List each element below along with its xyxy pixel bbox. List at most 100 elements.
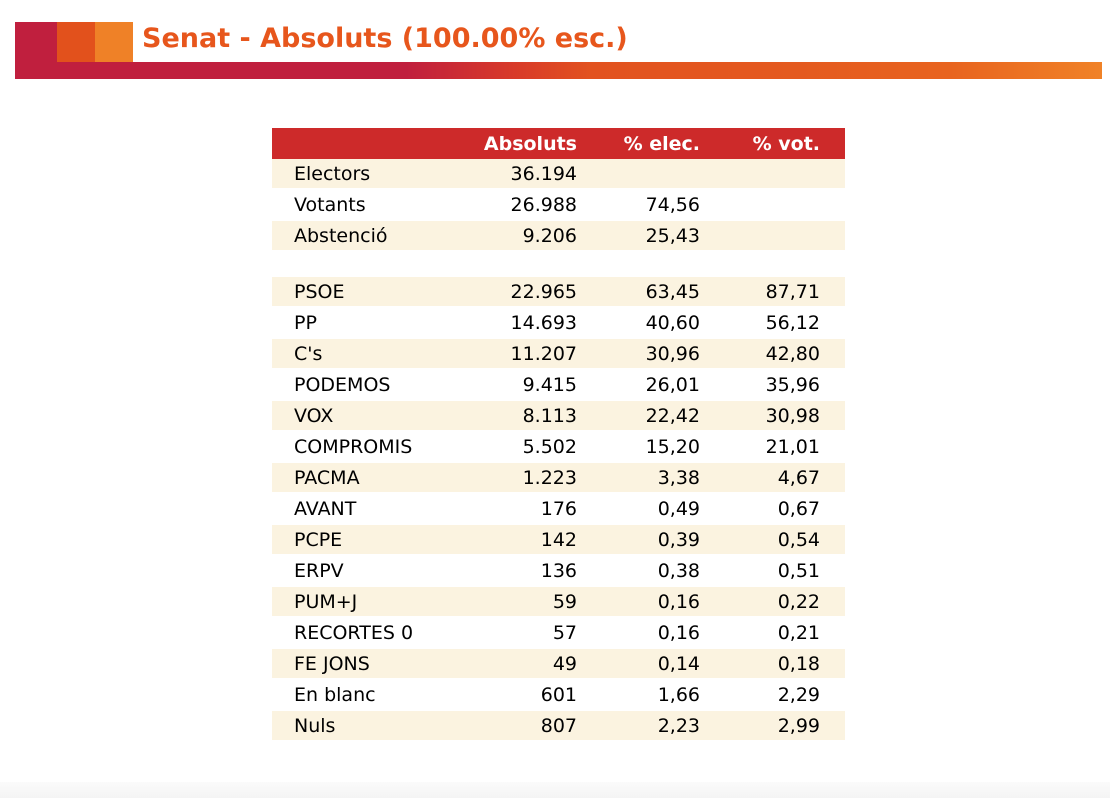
row-pct-elec-value bbox=[577, 159, 700, 190]
row-pct-vot-value: 0,21 bbox=[700, 618, 845, 649]
logo-square-orange-dark-icon bbox=[57, 22, 95, 62]
row-absoluts-value: 9.415 bbox=[457, 370, 577, 401]
row-label: PCPE bbox=[272, 525, 457, 556]
header-gradient-bar bbox=[15, 62, 1102, 79]
row-absoluts-value: 1.223 bbox=[457, 463, 577, 494]
row-absoluts-value: 8.113 bbox=[457, 401, 577, 432]
row-absoluts-value: 142 bbox=[457, 525, 577, 556]
table-row: AVANT 176 0,49 0,67 bbox=[272, 494, 845, 525]
logo-square-orange-light-icon bbox=[95, 22, 133, 62]
row-pct-vot-value: 0,54 bbox=[700, 525, 845, 556]
table-row: RECORTES 0 57 0,16 0,21 bbox=[272, 618, 845, 649]
row-label: ERPV bbox=[272, 556, 457, 587]
row-label: Votants bbox=[272, 190, 457, 221]
table-spacer-row bbox=[272, 252, 845, 277]
table-row: COMPROMIS 5.502 15,20 21,01 bbox=[272, 432, 845, 463]
table-spacer-cell bbox=[272, 252, 845, 277]
row-pct-vot-value: 21,01 bbox=[700, 432, 845, 463]
table-row: PSOE 22.965 63,45 87,71 bbox=[272, 277, 845, 308]
row-pct-elec-value: 63,45 bbox=[577, 277, 700, 308]
row-pct-elec-value: 1,66 bbox=[577, 680, 700, 711]
row-label: PP bbox=[272, 308, 457, 339]
row-absoluts-value: 14.693 bbox=[457, 308, 577, 339]
row-pct-elec-value: 26,01 bbox=[577, 370, 700, 401]
table-row: PUM+J 59 0,16 0,22 bbox=[272, 587, 845, 618]
header-cell-pct-elec: % elec. bbox=[577, 128, 700, 159]
row-pct-elec-value: 40,60 bbox=[577, 308, 700, 339]
row-absoluts-value: 807 bbox=[457, 711, 577, 742]
row-absoluts-value: 59 bbox=[457, 587, 577, 618]
row-label: FE JONS bbox=[272, 649, 457, 680]
row-label: C's bbox=[272, 339, 457, 370]
table-row: Abstenció 9.206 25,43 bbox=[272, 221, 845, 252]
row-pct-elec-value: 0,14 bbox=[577, 649, 700, 680]
table-row: En blanc 601 1,66 2,29 bbox=[272, 680, 845, 711]
row-pct-vot-value: 2,29 bbox=[700, 680, 845, 711]
table-row: Votants 26.988 74,56 bbox=[272, 190, 845, 221]
table-row: PCPE 142 0,39 0,54 bbox=[272, 525, 845, 556]
row-absoluts-value: 22.965 bbox=[457, 277, 577, 308]
row-label: COMPROMIS bbox=[272, 432, 457, 463]
row-pct-elec-value: 25,43 bbox=[577, 221, 700, 252]
results-table-body: Electors 36.194 Votants 26.988 74,56 Abs… bbox=[272, 159, 845, 742]
table-row: ERPV 136 0,38 0,51 bbox=[272, 556, 845, 587]
row-absoluts-value: 26.988 bbox=[457, 190, 577, 221]
row-pct-vot-value: 4,67 bbox=[700, 463, 845, 494]
row-label: PSOE bbox=[272, 277, 457, 308]
header-cell-absoluts: Absoluts bbox=[457, 128, 577, 159]
row-pct-vot-value: 87,71 bbox=[700, 277, 845, 308]
row-label: PACMA bbox=[272, 463, 457, 494]
row-label: PODEMOS bbox=[272, 370, 457, 401]
row-label: PUM+J bbox=[272, 587, 457, 618]
row-pct-vot-value: 0,51 bbox=[700, 556, 845, 587]
row-pct-vot-value: 2,99 bbox=[700, 711, 845, 742]
row-absoluts-value: 601 bbox=[457, 680, 577, 711]
row-pct-elec-value: 0,49 bbox=[577, 494, 700, 525]
row-label: RECORTES 0 bbox=[272, 618, 457, 649]
table-row: PACMA 1.223 3,38 4,67 bbox=[272, 463, 845, 494]
row-absoluts-value: 176 bbox=[457, 494, 577, 525]
table-row: Electors 36.194 bbox=[272, 159, 845, 190]
row-pct-vot-value: 56,12 bbox=[700, 308, 845, 339]
row-absoluts-value: 57 bbox=[457, 618, 577, 649]
table-row: FE JONS 49 0,14 0,18 bbox=[272, 649, 845, 680]
row-absoluts-value: 5.502 bbox=[457, 432, 577, 463]
table-row: Nuls 807 2,23 2,99 bbox=[272, 711, 845, 742]
row-pct-elec-value: 0,38 bbox=[577, 556, 700, 587]
row-pct-elec-value: 0,39 bbox=[577, 525, 700, 556]
row-pct-vot-value bbox=[700, 221, 845, 252]
row-absoluts-value: 36.194 bbox=[457, 159, 577, 190]
row-pct-elec-value: 74,56 bbox=[577, 190, 700, 221]
row-pct-vot-value: 30,98 bbox=[700, 401, 845, 432]
table-row: C's 11.207 30,96 42,80 bbox=[272, 339, 845, 370]
row-pct-vot-value bbox=[700, 190, 845, 221]
row-pct-vot-value: 42,80 bbox=[700, 339, 845, 370]
header-cell-pct-vot: % vot. bbox=[700, 128, 845, 159]
row-label: AVANT bbox=[272, 494, 457, 525]
header-cell-label bbox=[272, 128, 457, 159]
table-row: VOX 8.113 22,42 30,98 bbox=[272, 401, 845, 432]
row-absoluts-value: 136 bbox=[457, 556, 577, 587]
row-pct-elec-value: 0,16 bbox=[577, 587, 700, 618]
row-pct-elec-value: 30,96 bbox=[577, 339, 700, 370]
results-table: Absoluts % elec. % vot. Electors 36.194 … bbox=[272, 128, 845, 742]
row-pct-vot-value bbox=[700, 159, 845, 190]
row-pct-elec-value: 2,23 bbox=[577, 711, 700, 742]
row-absoluts-value: 11.207 bbox=[457, 339, 577, 370]
page-title: Senat - Absoluts (100.00% esc.) bbox=[142, 23, 628, 54]
row-label: VOX bbox=[272, 401, 457, 432]
footer-strip bbox=[0, 782, 1110, 798]
row-pct-vot-value: 0,22 bbox=[700, 587, 845, 618]
table-row: PP 14.693 40,60 56,12 bbox=[272, 308, 845, 339]
row-absoluts-value: 49 bbox=[457, 649, 577, 680]
row-pct-elec-value: 15,20 bbox=[577, 432, 700, 463]
row-pct-elec-value: 22,42 bbox=[577, 401, 700, 432]
row-pct-vot-value: 35,96 bbox=[700, 370, 845, 401]
row-label: Abstenció bbox=[272, 221, 457, 252]
row-label: Electors bbox=[272, 159, 457, 190]
row-label: En blanc bbox=[272, 680, 457, 711]
results-table-header: Absoluts % elec. % vot. bbox=[272, 128, 845, 159]
row-pct-elec-value: 3,38 bbox=[577, 463, 700, 494]
row-pct-vot-value: 0,18 bbox=[700, 649, 845, 680]
row-pct-elec-value: 0,16 bbox=[577, 618, 700, 649]
